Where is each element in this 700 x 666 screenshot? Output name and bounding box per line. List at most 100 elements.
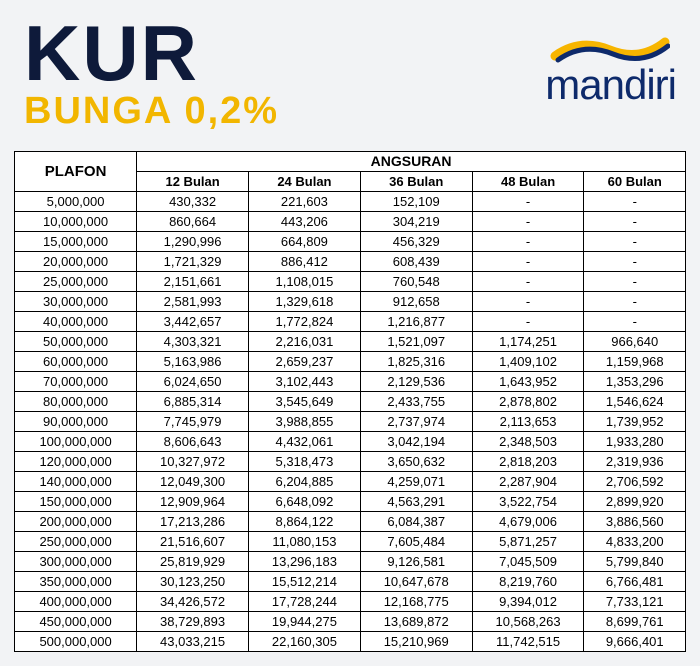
value-cell: 1,772,824: [249, 312, 361, 332]
value-cell: 2,129,536: [360, 372, 472, 392]
column-header: 12 Bulan: [137, 172, 249, 192]
plafon-cell: 120,000,000: [15, 452, 137, 472]
value-cell: 9,666,401: [584, 632, 686, 652]
value-cell: 21,516,607: [137, 532, 249, 552]
value-cell: 6,024,650: [137, 372, 249, 392]
value-cell: 3,650,632: [360, 452, 472, 472]
header: KUR BUNGA 0,2% mandiri: [14, 18, 686, 133]
value-cell: 608,439: [360, 252, 472, 272]
value-cell: 13,689,872: [360, 612, 472, 632]
value-cell: 38,729,893: [137, 612, 249, 632]
value-cell: 1,933,280: [584, 432, 686, 452]
column-header: 36 Bulan: [360, 172, 472, 192]
value-cell: 5,871,257: [472, 532, 584, 552]
table-row: 70,000,0006,024,6503,102,4432,129,5361,6…: [15, 372, 686, 392]
value-cell: 2,348,503: [472, 432, 584, 452]
value-cell: 3,988,855: [249, 412, 361, 432]
plafon-cell: 400,000,000: [15, 592, 137, 612]
value-cell: -: [584, 252, 686, 272]
value-cell: 6,204,885: [249, 472, 361, 492]
value-cell: -: [472, 272, 584, 292]
value-cell: 6,084,387: [360, 512, 472, 532]
value-cell: 1,825,316: [360, 352, 472, 372]
plafon-cell: 40,000,000: [15, 312, 137, 332]
plafon-cell: 150,000,000: [15, 492, 137, 512]
value-cell: -: [584, 272, 686, 292]
table-row: 80,000,0006,885,3143,545,6492,433,7552,8…: [15, 392, 686, 412]
value-cell: 1,174,251: [472, 332, 584, 352]
value-cell: -: [584, 212, 686, 232]
table-row: 500,000,00043,033,21522,160,30515,210,96…: [15, 632, 686, 652]
value-cell: 4,563,291: [360, 492, 472, 512]
value-cell: 6,648,092: [249, 492, 361, 512]
ribbon-icon: [550, 36, 670, 64]
value-cell: 4,679,006: [472, 512, 584, 532]
value-cell: 4,833,200: [584, 532, 686, 552]
title-block: KUR BUNGA 0,2%: [24, 18, 279, 133]
value-cell: 443,206: [249, 212, 361, 232]
plafon-cell: 200,000,000: [15, 512, 137, 532]
plafon-cell: 50,000,000: [15, 332, 137, 352]
value-cell: 12,168,775: [360, 592, 472, 612]
table-row: 250,000,00021,516,60711,080,1537,605,484…: [15, 532, 686, 552]
value-cell: 19,944,275: [249, 612, 361, 632]
value-cell: 3,886,560: [584, 512, 686, 532]
table-row: 150,000,00012,909,9646,648,0924,563,2913…: [15, 492, 686, 512]
table-row: 400,000,00034,426,57217,728,24412,168,77…: [15, 592, 686, 612]
value-cell: 25,819,929: [137, 552, 249, 572]
value-cell: 2,216,031: [249, 332, 361, 352]
table-row: 10,000,000860,664443,206304,219--: [15, 212, 686, 232]
subtitle: BUNGA 0,2%: [24, 90, 279, 133]
table-row: 100,000,0008,606,6434,432,0613,042,1942,…: [15, 432, 686, 452]
value-cell: 912,658: [360, 292, 472, 312]
value-cell: 2,151,661: [137, 272, 249, 292]
value-cell: 6,766,481: [584, 572, 686, 592]
table-row: 200,000,00017,213,2868,864,1226,084,3874…: [15, 512, 686, 532]
plafon-cell: 20,000,000: [15, 252, 137, 272]
value-cell: 1,521,097: [360, 332, 472, 352]
value-cell: 5,318,473: [249, 452, 361, 472]
value-cell: -: [472, 212, 584, 232]
value-cell: 3,545,649: [249, 392, 361, 412]
value-cell: 7,745,979: [137, 412, 249, 432]
value-cell: 3,522,754: [472, 492, 584, 512]
value-cell: 430,332: [137, 192, 249, 212]
value-cell: 1,290,996: [137, 232, 249, 252]
value-cell: 2,433,755: [360, 392, 472, 412]
value-cell: 1,546,624: [584, 392, 686, 412]
table-row: 30,000,0002,581,9931,329,618912,658--: [15, 292, 686, 312]
value-cell: 8,606,643: [137, 432, 249, 452]
value-cell: 12,049,300: [137, 472, 249, 492]
value-cell: -: [584, 292, 686, 312]
value-cell: 664,809: [249, 232, 361, 252]
plafon-cell: 5,000,000: [15, 192, 137, 212]
table-row: 450,000,00038,729,89319,944,27513,689,87…: [15, 612, 686, 632]
value-cell: 152,109: [360, 192, 472, 212]
value-cell: 8,219,760: [472, 572, 584, 592]
table-row: 120,000,00010,327,9725,318,4733,650,6322…: [15, 452, 686, 472]
value-cell: 2,899,920: [584, 492, 686, 512]
table-row: 60,000,0005,163,9862,659,2371,825,3161,4…: [15, 352, 686, 372]
value-cell: -: [472, 232, 584, 252]
column-header: 24 Bulan: [249, 172, 361, 192]
value-cell: 2,659,237: [249, 352, 361, 372]
plafon-cell: 140,000,000: [15, 472, 137, 492]
value-cell: 7,605,484: [360, 532, 472, 552]
value-cell: 2,878,802: [472, 392, 584, 412]
value-cell: -: [472, 192, 584, 212]
mandiri-logo: mandiri: [545, 36, 676, 109]
table-row: 90,000,0007,745,9793,988,8552,737,9742,1…: [15, 412, 686, 432]
plafon-cell: 30,000,000: [15, 292, 137, 312]
value-cell: 221,603: [249, 192, 361, 212]
value-cell: 860,664: [137, 212, 249, 232]
table-row: 350,000,00030,123,25015,512,21410,647,67…: [15, 572, 686, 592]
value-cell: 1,216,877: [360, 312, 472, 332]
value-cell: 4,303,321: [137, 332, 249, 352]
table-row: 20,000,0001,721,329886,412608,439--: [15, 252, 686, 272]
value-cell: 4,432,061: [249, 432, 361, 452]
rate-table: PLAFON ANGSURAN 12 Bulan24 Bulan36 Bulan…: [14, 151, 686, 652]
value-cell: 10,647,678: [360, 572, 472, 592]
value-cell: 3,102,443: [249, 372, 361, 392]
value-cell: 1,353,296: [584, 372, 686, 392]
table-row: 15,000,0001,290,996664,809456,329--: [15, 232, 686, 252]
